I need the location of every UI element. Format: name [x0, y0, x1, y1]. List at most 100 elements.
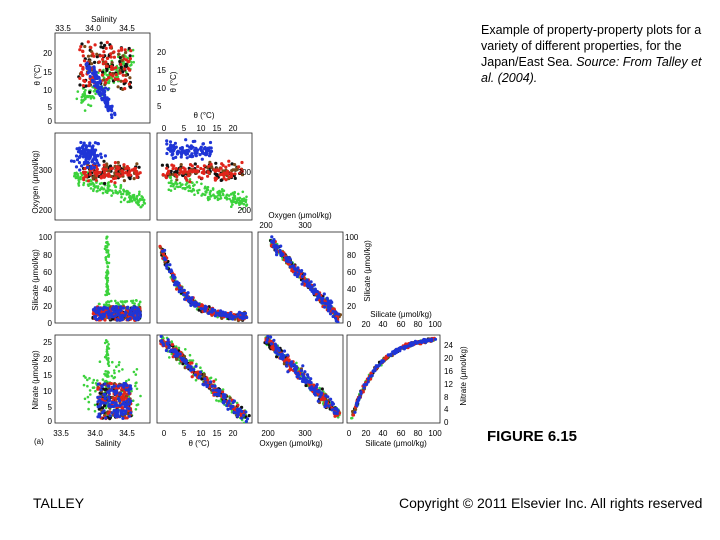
point-brown: [83, 44, 87, 49]
point-blue: [113, 392, 117, 396]
point-red: [109, 64, 114, 69]
point-blue: [208, 140, 213, 145]
point-green: [219, 190, 222, 194]
point-blue: [240, 409, 244, 413]
point-green: [103, 355, 107, 359]
point-green: [73, 172, 77, 176]
point-black: [247, 414, 251, 418]
point-green: [105, 303, 108, 306]
point-green: [105, 73, 109, 77]
bottom-silicate-tick-80: 80: [414, 429, 423, 438]
point-green: [107, 364, 111, 368]
point-blue: [123, 402, 127, 407]
point-green: [217, 399, 221, 403]
point-green: [107, 357, 110, 360]
point-blue: [125, 399, 129, 403]
point-blue: [114, 305, 118, 309]
point-blue: [88, 141, 92, 145]
point-green: [102, 187, 106, 190]
point-blue: [174, 145, 178, 149]
point-red: [112, 55, 116, 59]
point-blue: [77, 146, 82, 150]
point-black: [119, 65, 123, 69]
row3-silicate-tick-0: 0: [48, 319, 53, 328]
point-green: [241, 207, 244, 211]
point-green: [76, 90, 80, 93]
point-green: [104, 258, 108, 262]
point-red: [167, 169, 171, 173]
point-blue: [125, 306, 130, 310]
point-blue: [109, 113, 114, 117]
point-green: [216, 190, 219, 194]
point-blue: [278, 250, 283, 254]
point-green: [134, 373, 138, 376]
point-red: [104, 46, 108, 51]
point-blue: [269, 342, 273, 346]
point-blue: [336, 312, 341, 316]
point-black: [99, 41, 103, 45]
point-brown: [202, 372, 206, 376]
point-green: [123, 300, 127, 303]
point-blue: [159, 335, 163, 338]
point-green: [138, 198, 142, 202]
point-red: [115, 172, 119, 176]
point-green: [222, 189, 226, 192]
point-green: [107, 189, 110, 192]
point-red: [113, 181, 117, 185]
bottom-theta-tick-0: 0: [162, 429, 167, 438]
point-blue: [72, 159, 76, 163]
point-blue: [110, 115, 114, 120]
point-blue: [221, 400, 225, 404]
point-red: [126, 172, 130, 176]
point-blue: [355, 404, 359, 408]
caption-text: Example of property-property plots for a…: [481, 23, 702, 69]
point-blue: [107, 391, 111, 395]
point-green: [130, 299, 133, 303]
point-blue: [96, 400, 100, 404]
point-red: [289, 367, 293, 371]
point-green: [135, 299, 138, 302]
point-brown: [240, 173, 245, 177]
point-red: [222, 176, 226, 180]
scatter-nitrate-salinity: [82, 339, 142, 421]
point-blue: [199, 307, 203, 311]
point-green: [117, 369, 121, 373]
point-blue: [301, 378, 305, 382]
point-red: [114, 168, 118, 173]
point-green: [77, 177, 81, 180]
caption-source-ref: From Talley et al. (2004).: [481, 55, 702, 85]
bottom-salinity-tick-34.5: 34.5: [119, 429, 135, 438]
point-green: [138, 300, 142, 304]
scatter-oxygen-salinity: [69, 140, 147, 209]
point-blue: [332, 410, 336, 414]
point-green: [203, 193, 207, 197]
point-green: [184, 348, 187, 351]
figure-number: FIGURE 6.15: [487, 428, 578, 445]
point-blue: [313, 388, 317, 392]
point-red: [209, 162, 213, 166]
point-red: [161, 173, 165, 177]
point-blue: [430, 339, 434, 343]
point-green: [142, 201, 146, 204]
point-blue: [112, 310, 116, 314]
theta-top-label: θ (°C): [194, 111, 215, 120]
point-red: [78, 48, 82, 52]
point-red: [127, 170, 132, 174]
point-red: [170, 343, 175, 347]
point-green: [107, 292, 111, 296]
point-blue: [87, 144, 91, 148]
point-blue: [93, 84, 97, 88]
point-green: [88, 377, 91, 380]
point-blue: [110, 105, 114, 109]
point-black: [127, 46, 131, 51]
point-blue: [168, 147, 173, 151]
bottom-theta-tick-15: 15: [213, 429, 222, 438]
point-red: [123, 87, 127, 91]
point-blue: [324, 402, 328, 406]
point-blue: [171, 156, 175, 160]
point-red: [226, 169, 230, 173]
point-blue: [319, 393, 323, 397]
point-red: [175, 287, 179, 291]
point-green: [221, 192, 225, 195]
point-red: [210, 313, 214, 317]
